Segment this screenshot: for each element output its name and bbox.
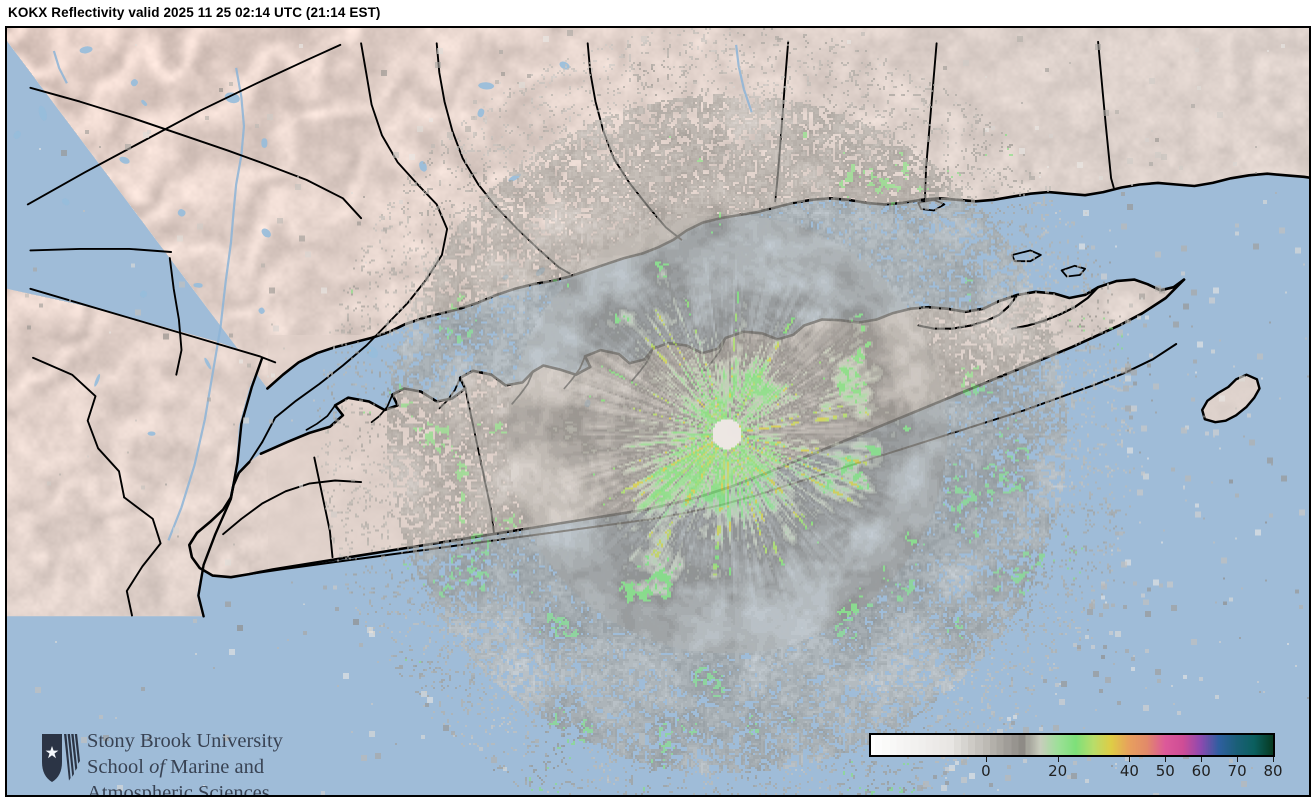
map-canvas-area bbox=[7, 28, 1309, 795]
colorbar-tick-label: 0 bbox=[981, 762, 991, 780]
colorbar-tick bbox=[1201, 757, 1203, 762]
colorbar-tick-label: 40 bbox=[1119, 762, 1139, 780]
colorbar: 0 20 40 50 60 70 80 bbox=[869, 733, 1283, 788]
colorbar-tick-label: 80 bbox=[1263, 762, 1283, 780]
colorbar-tick-label: 70 bbox=[1227, 762, 1247, 780]
colorbar-tick bbox=[985, 757, 987, 762]
colorbar-tick bbox=[1165, 757, 1167, 762]
colorbar-tick-label: 60 bbox=[1191, 762, 1211, 780]
radar-reflectivity-layer bbox=[7, 28, 1309, 795]
colorbar-tick bbox=[1129, 757, 1131, 762]
colorbar-tick bbox=[1057, 757, 1059, 762]
colorbar-tick-label: 50 bbox=[1155, 762, 1175, 780]
page-title: KOKX Reflectivity valid 2025 11 25 02:14… bbox=[8, 5, 381, 20]
colorbar-gradient bbox=[869, 733, 1275, 757]
map-frame: Stony Brook University School of Marine … bbox=[5, 26, 1311, 797]
colorbar-tick bbox=[1237, 757, 1239, 762]
colorbar-tick bbox=[1273, 757, 1274, 762]
colorbar-tick-label: 20 bbox=[1048, 762, 1068, 780]
